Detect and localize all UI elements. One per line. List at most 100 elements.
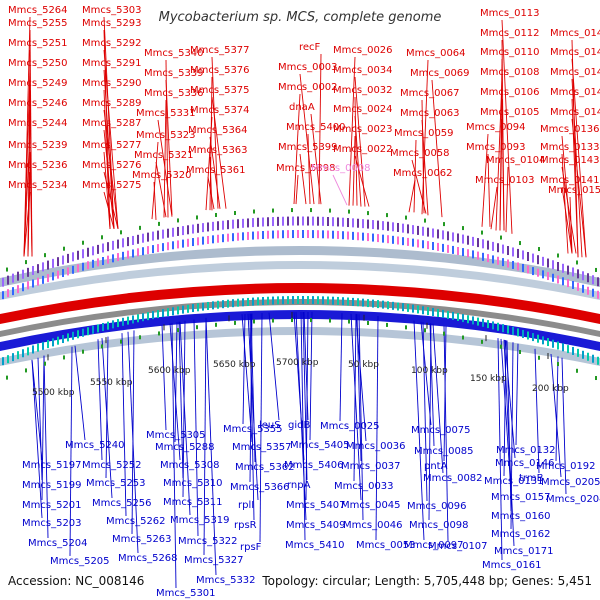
feature-stripe	[267, 230, 269, 239]
feature-stripe	[287, 296, 289, 305]
reverse-gene-connector	[205, 317, 217, 576]
forward-gene-connector	[501, 19, 513, 234]
feature-stripe	[462, 248, 464, 257]
feature-stripe	[357, 298, 359, 307]
feature-stripe	[187, 225, 189, 235]
feature-stripe	[457, 233, 459, 243]
feature-stripe	[452, 245, 454, 254]
feature-stripe	[487, 320, 489, 329]
feature-stripe	[47, 260, 49, 270]
feature-stripe	[247, 231, 249, 240]
reverse-gene-connector	[339, 313, 343, 422]
feature-stripe	[517, 328, 519, 337]
feature-stripe	[57, 336, 59, 345]
feature-stripe	[87, 247, 89, 257]
feature-stripe	[492, 241, 494, 251]
feature-stripe	[302, 216, 304, 226]
forward-gene-connector	[293, 93, 301, 205]
reverse-gene-label: Mmcs_0037	[341, 461, 401, 472]
reverse-gene-connector	[305, 312, 309, 501]
feature-stripe	[392, 235, 394, 244]
gc-marker	[310, 208, 312, 213]
feature-stripe	[237, 219, 239, 229]
feature-stripe	[487, 240, 489, 250]
gc-marker	[367, 320, 369, 325]
feature-stripe	[352, 297, 354, 306]
gc-marker	[595, 376, 597, 381]
forward-gene-connector	[505, 166, 509, 233]
feature-stripe	[252, 231, 254, 240]
gc-marker	[443, 331, 445, 336]
feature-stripe	[382, 221, 384, 231]
feature-stripe	[337, 296, 339, 305]
forward-gene-label: Mmcs_0133	[540, 142, 600, 153]
outer-color-band-2	[0, 261, 600, 300]
forward-gene-label: Mmcs_0144	[550, 87, 600, 98]
feature-stripe	[502, 258, 504, 267]
feature-stripe	[67, 267, 69, 276]
feature-stripe	[297, 230, 299, 239]
feature-stripe	[527, 251, 529, 261]
reverse-gene-label: Mmcs_0205	[541, 477, 600, 488]
forward-gene-label: Mmcs_5303	[82, 5, 142, 16]
feature-stripe	[292, 216, 294, 226]
feature-stripe	[412, 304, 414, 313]
feature-stripe	[427, 241, 429, 250]
feature-stripe	[362, 298, 364, 307]
feature-stripe	[72, 265, 74, 274]
scale-label: 5650 kbp	[213, 360, 256, 370]
reverse-gene-connector	[300, 311, 306, 541]
gc-marker	[44, 361, 46, 366]
feature-stripe	[192, 224, 194, 234]
feature-stripe	[467, 315, 469, 324]
reverse-gene-label: Mmcs_5362	[235, 462, 295, 473]
reverse-gene-label: Mmcs_5263	[112, 534, 172, 545]
gc-marker	[557, 253, 559, 258]
feature-stripe	[147, 232, 149, 242]
feature-stripe	[237, 232, 239, 241]
reverse-gene-label: Mmcs_0171	[494, 546, 554, 557]
feature-stripe	[557, 341, 559, 350]
feature-stripe	[17, 271, 19, 281]
gc-marker	[120, 230, 122, 235]
feature-stripe	[422, 306, 424, 315]
feature-stripe	[547, 272, 549, 281]
gc-marker	[576, 260, 578, 265]
scale-label: 5550 kbp	[90, 378, 133, 388]
feature-stripe	[442, 309, 444, 318]
forward-gene-label: Mmcs_0063	[400, 108, 460, 119]
feature-stripe	[167, 228, 169, 238]
feature-stripe	[222, 300, 224, 309]
gc-marker	[82, 240, 84, 245]
reverse-gene-connector	[41, 355, 45, 501]
feature-stripe	[532, 333, 534, 342]
feature-stripe	[62, 255, 64, 265]
feature-stripe	[597, 277, 599, 287]
feature-stripe	[547, 258, 549, 268]
feature-stripe	[177, 226, 179, 236]
feature-stripe	[232, 219, 234, 229]
gc-marker	[196, 215, 198, 220]
feature-stripe	[402, 237, 404, 246]
forward-gene-label: Mmcs_5336	[144, 88, 204, 99]
feature-stripe	[12, 287, 14, 296]
forward-gene-label: Mmcs_0032	[333, 85, 393, 96]
forward-gene-label: Mmcs_0067	[400, 88, 460, 99]
forward-gene-label: Mmcs_5361	[186, 165, 246, 176]
forward-gene-connector	[571, 118, 587, 258]
feature-stripe	[172, 241, 174, 250]
forward-gene-label: Mmcs_5244	[8, 118, 68, 129]
feature-stripe	[567, 279, 569, 288]
forward-gene-connector	[487, 153, 491, 227]
feature-stripe	[437, 229, 439, 239]
forward-gene-label: Mmcs_0069	[410, 68, 470, 79]
feature-stripe	[142, 313, 144, 322]
gc-marker	[595, 267, 597, 272]
feature-stripe	[557, 262, 559, 272]
feature-stripe	[537, 334, 539, 343]
feature-stripe	[192, 238, 194, 247]
forward-gene-label: Mmcs_0002	[278, 82, 338, 93]
feature-stripe	[327, 230, 329, 239]
feature-stripe	[72, 331, 74, 340]
feature-stripe	[582, 350, 584, 359]
